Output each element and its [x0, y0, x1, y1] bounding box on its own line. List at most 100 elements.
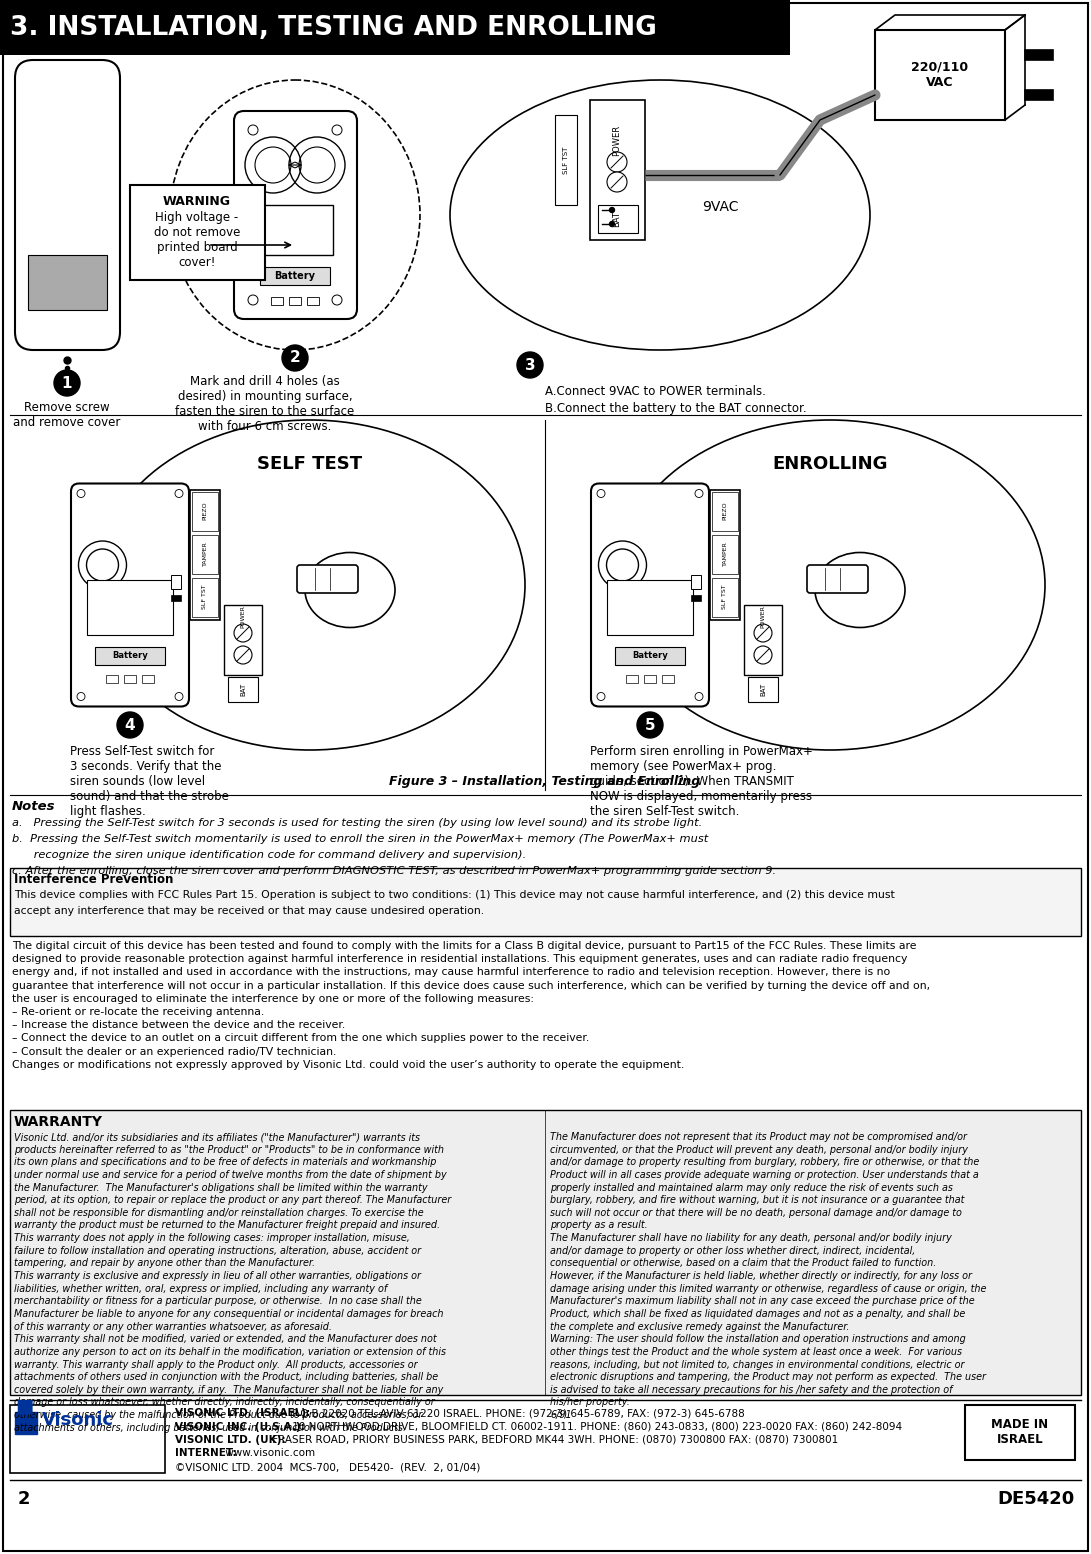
- Bar: [598, 205, 638, 233]
- Bar: [590, 99, 645, 239]
- Bar: [691, 595, 702, 601]
- Ellipse shape: [815, 553, 906, 628]
- Text: BAT: BAT: [240, 682, 245, 696]
- Text: Battery: Battery: [632, 651, 668, 660]
- Text: 5: 5: [645, 718, 656, 732]
- Text: BAT: BAT: [612, 211, 622, 227]
- Bar: [691, 575, 702, 589]
- Bar: [1026, 90, 1053, 99]
- Text: MADE IN
ISRAEL: MADE IN ISRAEL: [992, 1417, 1048, 1447]
- Bar: [171, 575, 181, 589]
- Bar: [106, 674, 118, 684]
- Bar: [28, 255, 107, 309]
- Text: The Manufacturer does not represent that its Product may not be compromised and/: The Manufacturer does not represent that…: [550, 1131, 986, 1420]
- Text: 3: 3: [525, 357, 536, 373]
- Bar: [171, 595, 181, 601]
- Bar: [224, 605, 262, 674]
- Bar: [662, 674, 674, 684]
- Text: Figure 3 – Installation, Testing and Enrolling: Figure 3 – Installation, Testing and Enr…: [389, 775, 700, 788]
- Bar: [712, 535, 738, 573]
- Circle shape: [233, 646, 252, 664]
- Text: Visonic Ltd. and/or its subsidiaries and its affiliates ("the Manufacturer") war: Visonic Ltd. and/or its subsidiaries and…: [14, 1131, 452, 1433]
- Bar: [10, 1405, 165, 1473]
- Text: recognize the siren unique identification code for command delivery and supervis: recognize the siren unique identificatio…: [12, 850, 526, 859]
- Circle shape: [754, 646, 772, 664]
- Circle shape: [610, 222, 614, 227]
- Text: Mark and drill 4 holes (as
desired) in mounting surface,
fasten the siren to the: Mark and drill 4 holes (as desired) in m…: [176, 375, 355, 434]
- Bar: [228, 678, 257, 702]
- Bar: [95, 646, 165, 665]
- Text: Battery: Battery: [275, 270, 315, 281]
- Circle shape: [610, 208, 614, 213]
- Text: This device complies with FCC Rules Part 15. Operation is subject to two conditi: This device complies with FCC Rules Part…: [14, 890, 895, 900]
- Text: SELF TEST: SELF TEST: [257, 455, 362, 472]
- Text: BAT: BAT: [760, 682, 766, 696]
- FancyBboxPatch shape: [71, 483, 189, 707]
- Bar: [712, 578, 738, 617]
- Text: Remove screw
and remove cover: Remove screw and remove cover: [13, 401, 121, 429]
- Text: Perform siren enrolling in PowerMax+
memory (see PowerMax+ prog.
guide, section : Perform siren enrolling in PowerMax+ mem…: [590, 744, 813, 817]
- Text: PIEZO: PIEZO: [722, 502, 728, 521]
- Bar: [1026, 50, 1053, 61]
- Text: POWER: POWER: [240, 606, 245, 628]
- Bar: [307, 297, 319, 305]
- Circle shape: [53, 370, 80, 396]
- Text: 3. INSTALLATION, TESTING AND ENROLLING: 3. INSTALLATION, TESTING AND ENROLLING: [10, 16, 657, 40]
- Bar: [124, 674, 136, 684]
- Circle shape: [517, 353, 543, 378]
- Text: ■: ■: [15, 1395, 34, 1416]
- Text: A.Connect 9VAC to POWER terminals.: A.Connect 9VAC to POWER terminals.: [546, 385, 766, 398]
- FancyBboxPatch shape: [591, 483, 709, 707]
- Text: 2: 2: [17, 1490, 31, 1507]
- Bar: [87, 580, 173, 636]
- FancyBboxPatch shape: [297, 566, 358, 594]
- Text: DE5420: DE5420: [998, 1490, 1075, 1507]
- Bar: [748, 678, 778, 702]
- Text: Notes: Notes: [12, 800, 56, 813]
- Circle shape: [637, 712, 663, 738]
- Bar: [615, 646, 685, 665]
- Text: 10 NORTHWOOD DRIVE, BLOOMFIELD CT. 06002-1911. PHONE: (860) 243-0833, (800) 223-: 10 NORTHWOOD DRIVE, BLOOMFIELD CT. 06002…: [289, 1422, 902, 1431]
- Ellipse shape: [305, 553, 395, 628]
- Text: ENROLLING: ENROLLING: [772, 455, 888, 472]
- Bar: [271, 297, 283, 305]
- Text: www.visonic.com: www.visonic.com: [221, 1448, 315, 1459]
- Bar: [555, 115, 577, 205]
- Circle shape: [607, 172, 627, 193]
- Circle shape: [233, 625, 252, 642]
- Bar: [710, 490, 740, 620]
- Text: INTERNET:: INTERNET:: [175, 1448, 237, 1459]
- Text: FRASER ROAD, PRIORY BUSINESS PARK, BEDFORD MK44 3WH. PHONE: (0870) 7300800 FAX: : FRASER ROAD, PRIORY BUSINESS PARK, BEDFO…: [268, 1434, 838, 1445]
- Bar: [712, 493, 738, 531]
- Text: a.   Pressing the Self-Test switch for 3 seconds is used for testing the siren (: a. Pressing the Self-Test switch for 3 s…: [12, 817, 703, 828]
- Bar: [130, 185, 265, 280]
- Bar: [607, 580, 693, 636]
- Text: B.Connect the battery to the BAT connector.: B.Connect the battery to the BAT connect…: [546, 402, 806, 415]
- Text: High voltage -
do not remove
printed board
cover!: High voltage - do not remove printed boa…: [154, 211, 240, 269]
- Bar: [289, 297, 301, 305]
- Text: Interference Prevention: Interference Prevention: [14, 873, 173, 886]
- Circle shape: [281, 345, 308, 371]
- Text: Press Self-Test switch for
3 seconds. Verify that the
siren sounds (low level
so: Press Self-Test switch for 3 seconds. Ve…: [70, 744, 229, 817]
- Bar: [15, 1413, 37, 1434]
- Text: POWER: POWER: [760, 606, 766, 628]
- Bar: [644, 674, 656, 684]
- Bar: [142, 674, 154, 684]
- Bar: [192, 535, 218, 573]
- Circle shape: [754, 625, 772, 642]
- Circle shape: [607, 152, 627, 172]
- Bar: [257, 205, 333, 255]
- Text: TAMPER: TAMPER: [722, 542, 728, 566]
- Text: VISONIC LTD. (ISRAEL):: VISONIC LTD. (ISRAEL):: [175, 1408, 310, 1417]
- Text: accept any interference that may be received or that may cause undesired operati: accept any interference that may be rece…: [14, 906, 484, 915]
- Bar: [10, 1110, 1081, 1395]
- Text: SLF TST: SLF TST: [203, 584, 207, 609]
- Bar: [966, 1405, 1075, 1461]
- FancyBboxPatch shape: [875, 30, 1005, 120]
- Bar: [190, 490, 220, 620]
- Text: 9VAC: 9VAC: [702, 200, 739, 214]
- Text: WARRANTY: WARRANTY: [14, 1116, 103, 1130]
- Text: P.O.B 22020 TEL-AVIV 61220 ISRAEL. PHONE: (972-3) 645-6789, FAX: (972-3) 645-678: P.O.B 22020 TEL-AVIV 61220 ISRAEL. PHONE…: [289, 1408, 745, 1417]
- Circle shape: [117, 712, 143, 738]
- Text: VISONIC LTD. (UK):: VISONIC LTD. (UK):: [175, 1434, 286, 1445]
